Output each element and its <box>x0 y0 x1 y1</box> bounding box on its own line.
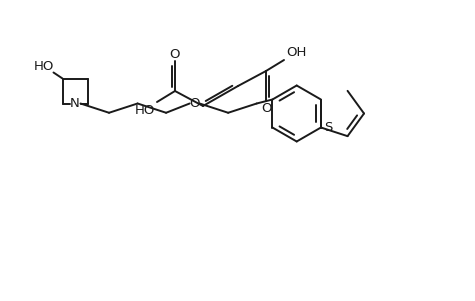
Text: O: O <box>261 101 271 114</box>
Text: HO: HO <box>135 104 155 116</box>
Text: OH: OH <box>286 45 306 58</box>
Text: HO: HO <box>33 60 54 73</box>
Text: S: S <box>324 121 332 134</box>
Text: O: O <box>190 97 200 110</box>
Text: O: O <box>170 48 180 61</box>
Text: N: N <box>70 97 80 110</box>
